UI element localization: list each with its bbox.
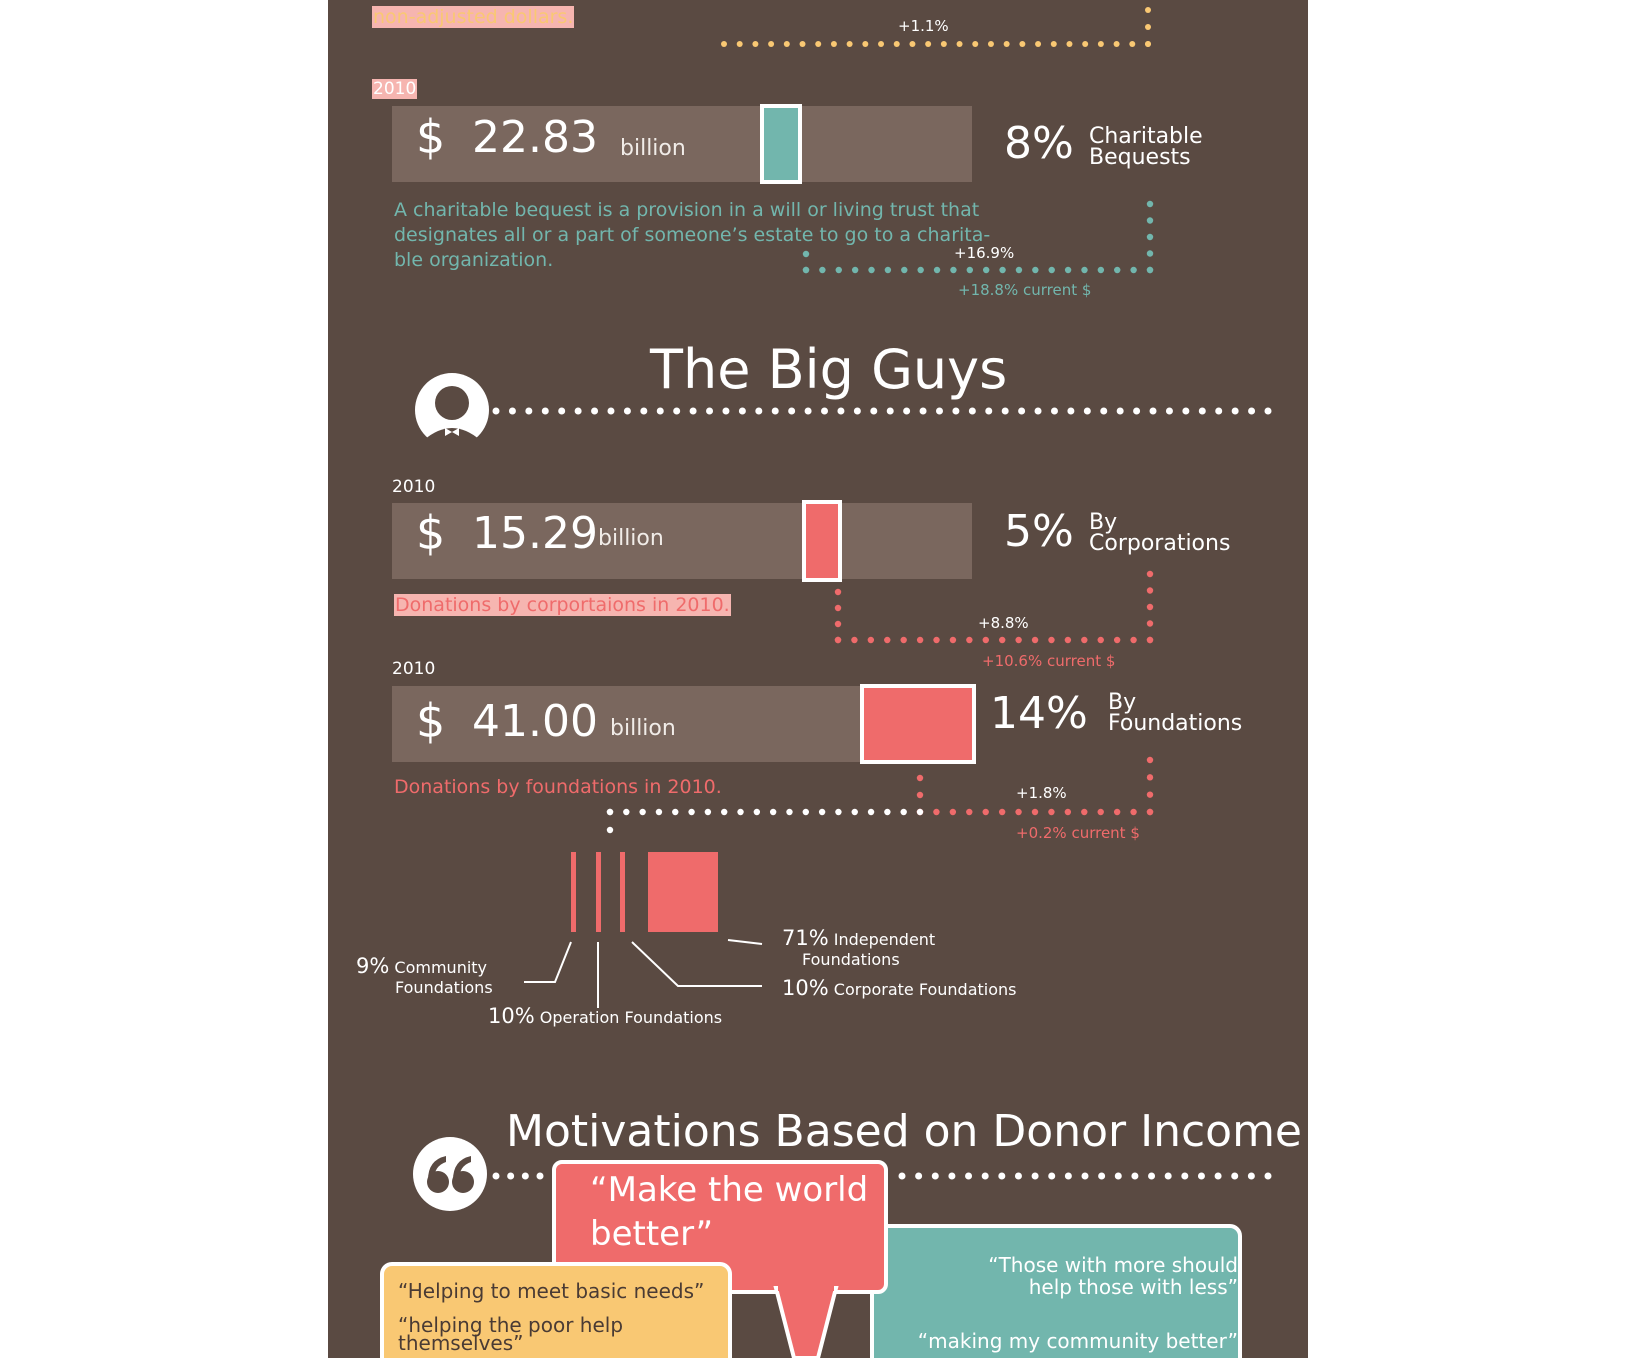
community-foundations-line2: Foundations — [395, 978, 493, 997]
bequests-share-mark — [760, 104, 802, 184]
corporations-currency: $ — [416, 506, 446, 560]
community-foundations-pct: 9% — [356, 954, 390, 978]
corporations-category-line2: Corporations — [1089, 531, 1231, 556]
corporations-year: 2010 — [392, 477, 436, 497]
bequests-bar — [392, 104, 972, 184]
corporate-foundations-label: 10% Corporate Foundations — [782, 976, 1017, 1000]
corporations-bar — [392, 500, 972, 582]
bequests-description: A charitable bequest is a provision in a… — [394, 198, 990, 273]
red-quote-line1: “Make the world — [590, 1170, 869, 1210]
bequests-percent: 8% — [1004, 118, 1074, 169]
yellow-quote-2-line1: “helping the poor help — [398, 1313, 624, 1337]
foundations-bar — [392, 684, 976, 764]
bequests-dotted-connector — [802, 200, 1154, 274]
independent-foundations-pct: 71% — [782, 926, 829, 950]
foundations-category-line2: Foundations — [1108, 711, 1243, 736]
corporations-change-current: +10.6% current $ — [982, 652, 1116, 670]
bequests-change-current: +18.8% current $ — [958, 281, 1092, 299]
independent-foundations-label: 71% Independent Foundations — [782, 928, 935, 970]
community-foundations-line1: Community — [394, 958, 488, 977]
person-icon — [414, 372, 490, 448]
yellow-quote-2: “helping the poor help themselves” — [398, 1313, 624, 1355]
bequests-category: Charitable Bequests — [1089, 124, 1203, 170]
foundations-category: By Foundations — [1108, 690, 1243, 736]
operation-foundations-pct: 10% — [488, 1004, 535, 1028]
bequests-unit: billion — [620, 136, 686, 161]
foundations-change-current: +0.2% current $ — [1016, 824, 1140, 842]
community-foundations-bar — [571, 852, 576, 932]
top-dotted-connector — [721, 7, 1151, 47]
bequests-category-line1: Charitable — [1089, 124, 1203, 149]
yellow-quote-bubble — [380, 1262, 732, 1358]
foundations-change: +1.8% — [1016, 784, 1067, 802]
bequests-year-text: 2010 — [372, 79, 418, 99]
foundations-note: Donations by foundations in 2010. — [394, 776, 722, 798]
teal-quote-2: “making my community better” — [917, 1329, 1238, 1353]
bequests-change: +16.9% — [954, 244, 1015, 262]
community-foundations-label: 9% Community Foundations — [356, 956, 493, 998]
operation-foundations-label: 10% Operation Foundations — [488, 1004, 722, 1028]
bequests-description-line1: A charitable bequest is a provision in a… — [394, 199, 980, 221]
independent-foundations-block — [648, 852, 718, 932]
red-quote: “Make the world better” — [590, 1168, 868, 1256]
big-guys-dotted-rule — [492, 407, 1272, 415]
red-quote-line2: better” — [590, 1214, 714, 1254]
bequests-description-line3: ble organization. — [394, 249, 554, 271]
bequests-category-line2: Bequests — [1089, 145, 1191, 170]
corporations-unit: billion — [598, 526, 664, 551]
corporations-share-mark — [802, 500, 842, 582]
connector-lines — [492, 7, 1272, 1180]
motivations-rule-left — [492, 1172, 544, 1180]
big-guys-title: The Big Guys — [650, 338, 1008, 401]
corporate-foundations-bar — [620, 852, 625, 932]
corporations-category: By Corporations — [1089, 510, 1231, 556]
teal-quote-1-line1: “Those with more should — [988, 1253, 1238, 1277]
operation-foundations-text: Operation Foundations — [539, 1008, 723, 1027]
foundations-currency: $ — [416, 694, 446, 748]
top-note-text: non-adjusted dollars. — [372, 6, 575, 28]
motivations-rule-right — [898, 1172, 1272, 1180]
corporate-foundations-text: Corporate Foundations — [833, 980, 1017, 999]
red-bubble-tail — [773, 1283, 839, 1358]
teal-quote-1-line2: help those with less” — [1028, 1275, 1238, 1299]
foundations-unit: billion — [610, 716, 676, 741]
bequests-amount: 22.83 — [472, 112, 598, 163]
corporations-percent: 5% — [1004, 506, 1074, 557]
corporate-foundations-pct: 10% — [782, 976, 829, 1000]
independent-foundations-line1: Independent — [833, 930, 936, 949]
yellow-quote-1: “Helping to meet basic needs” — [398, 1279, 705, 1303]
motivations-title: Motivations Based on Donor Income — [506, 1106, 1302, 1157]
bequests-description-line2: designates all or a part of someone’s es… — [394, 224, 991, 246]
teal-quote-bubble — [870, 1224, 1242, 1358]
foundations-amount: 41.00 — [472, 696, 598, 747]
bequests-year: 2010 — [372, 79, 418, 99]
corporations-note: Donations by corportaions in 2010. — [394, 594, 731, 616]
foundations-percent: 14% — [990, 688, 1088, 739]
foundations-share-mark — [860, 684, 976, 764]
foundations-year: 2010 — [392, 659, 436, 679]
corporations-amount: 15.29 — [472, 508, 598, 559]
teal-quote-1: “Those with more should help those with … — [888, 1254, 1238, 1298]
bequests-currency: $ — [416, 110, 446, 164]
foundations-dotted-connector — [916, 756, 1154, 816]
corporations-note-text: Donations by corportaions in 2010. — [394, 594, 731, 616]
foundations-breakdown-connector — [606, 808, 924, 834]
corporations-change: +8.8% — [978, 614, 1029, 632]
operation-foundations-bar — [596, 852, 601, 932]
corporations-category-line1: By — [1089, 510, 1118, 535]
independent-foundations-line2: Foundations — [802, 950, 900, 969]
yellow-quote-2-line2: themselves” — [398, 1331, 524, 1355]
corporations-dotted-connector — [834, 570, 1154, 644]
quote-icon — [412, 1136, 488, 1212]
breakdown-leader-lines — [524, 939, 763, 1008]
foundations-category-line1: By — [1108, 690, 1137, 715]
infographic-panel: non-adjusted dollars. +1.1% 2010 $ 22.83… — [328, 0, 1308, 1358]
top-note: non-adjusted dollars. — [372, 6, 575, 28]
top-change: +1.1% — [898, 17, 949, 35]
